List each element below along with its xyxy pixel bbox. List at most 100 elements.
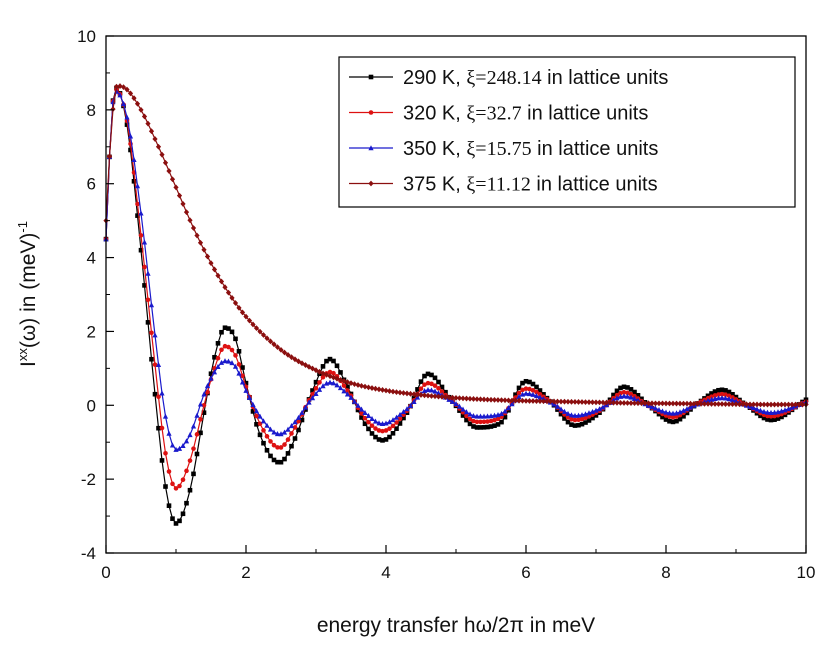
series-1-point-77 bbox=[373, 426, 378, 431]
series-0-point-124 bbox=[537, 388, 543, 393]
legend-label-prefix-0: 290 K, bbox=[403, 67, 466, 89]
series-0-point-187 bbox=[758, 413, 763, 419]
series-0-point-188 bbox=[761, 415, 767, 421]
series-1-point-61 bbox=[317, 380, 322, 385]
series-3-point-2 bbox=[110, 106, 116, 112]
series-1-point-177 bbox=[723, 392, 728, 397]
series-3-point-10 bbox=[138, 106, 144, 113]
series-2-point-29 bbox=[204, 382, 211, 389]
series-0-point-43 bbox=[254, 422, 259, 427]
series-2-point-165 bbox=[680, 407, 687, 413]
series-0-point-65 bbox=[331, 358, 336, 364]
series-0-point-138 bbox=[586, 418, 592, 423]
series-3-point-189 bbox=[764, 401, 771, 408]
series-1-point-45 bbox=[261, 428, 266, 433]
legend-label-prefix-3: 375 K, bbox=[403, 174, 466, 196]
series-3-point-44 bbox=[257, 328, 263, 335]
series-2-point-151 bbox=[631, 395, 638, 402]
series-3-point-38 bbox=[236, 304, 242, 311]
series-1-point-118 bbox=[516, 390, 522, 396]
series-0-point-165 bbox=[681, 414, 686, 419]
series-3-point-20 bbox=[173, 184, 179, 191]
series-1-point-10 bbox=[138, 233, 144, 238]
series-3-point-177 bbox=[722, 401, 729, 407]
series-3-point-82 bbox=[390, 388, 396, 395]
series-3-point-165 bbox=[680, 400, 687, 407]
series-2-point-77 bbox=[372, 418, 379, 424]
series-0-point-173 bbox=[709, 391, 714, 396]
series-2-point-105 bbox=[470, 412, 477, 419]
series-3-point-75 bbox=[365, 384, 372, 391]
series-0-point-18 bbox=[166, 503, 172, 508]
series-0-point-64 bbox=[327, 356, 333, 362]
series-1-point-17 bbox=[163, 450, 168, 456]
series-0-point-36 bbox=[229, 329, 235, 335]
series-2-point-85 bbox=[400, 408, 407, 415]
series-2-point-86 bbox=[404, 406, 410, 412]
series-1-point-26 bbox=[194, 432, 200, 437]
series-3-point-175 bbox=[715, 401, 722, 407]
y-tick-label-3: 2 bbox=[87, 322, 96, 341]
series-1-point-79 bbox=[380, 428, 385, 434]
series-3-point-156 bbox=[649, 400, 655, 407]
series-0-point-28 bbox=[201, 410, 207, 415]
series-2-point-40 bbox=[243, 387, 249, 393]
series-2-point-70 bbox=[348, 394, 354, 400]
series-2-point-115 bbox=[505, 405, 512, 411]
series-3-point-43 bbox=[253, 325, 260, 332]
series-3-point-108 bbox=[481, 396, 487, 403]
series-1-point-132 bbox=[565, 415, 571, 420]
series-3-point-92 bbox=[425, 392, 431, 399]
series-2-point-189 bbox=[764, 409, 771, 415]
series-3-point-25 bbox=[190, 225, 197, 231]
series-1-point-105 bbox=[471, 418, 476, 424]
series-3-point-34 bbox=[222, 284, 228, 291]
series-2-point-11 bbox=[141, 239, 148, 245]
legend-label-1: 320 K, ξ=32.7 in lattice units bbox=[403, 103, 648, 125]
series-0-point-51 bbox=[282, 456, 287, 462]
series-2-point-188 bbox=[761, 408, 767, 414]
series-1-point-136 bbox=[579, 416, 585, 422]
series-2-point-41 bbox=[246, 394, 253, 401]
series-0-point-177 bbox=[723, 388, 728, 393]
series-1-point-111 bbox=[492, 417, 497, 423]
series-0-point-22 bbox=[180, 511, 186, 517]
legend-marker-2 bbox=[368, 145, 374, 151]
series-1-point-90 bbox=[418, 386, 424, 391]
series-1-point-148 bbox=[621, 390, 627, 395]
series-0-point-111 bbox=[492, 423, 497, 428]
series-0-point-40 bbox=[243, 380, 249, 386]
series-3-point-105 bbox=[470, 396, 477, 402]
legend-label-xi-1: ξ=32.7 bbox=[466, 103, 521, 125]
series-1-point-62 bbox=[320, 374, 326, 380]
series-3-point-93 bbox=[428, 393, 435, 399]
series-3-point-172 bbox=[705, 400, 711, 407]
series-3-point-134 bbox=[572, 398, 578, 405]
series-2-point-149 bbox=[624, 393, 631, 399]
series-0-point-16 bbox=[159, 458, 165, 463]
series-1-point-92 bbox=[425, 380, 431, 386]
series-3-point-193 bbox=[778, 401, 785, 408]
series-2-point-158 bbox=[656, 406, 662, 413]
series-2-point-156 bbox=[649, 404, 655, 410]
series-0-point-103 bbox=[464, 417, 469, 423]
series-1-point-53 bbox=[289, 431, 294, 436]
series-3-point-158 bbox=[656, 400, 662, 407]
y-axis-title-sup1: xx bbox=[15, 348, 30, 362]
series-2-point-49 bbox=[274, 430, 281, 437]
series-0-point-85 bbox=[401, 415, 406, 421]
series-3-point-133 bbox=[568, 398, 575, 405]
series-0-point-39 bbox=[240, 365, 245, 370]
series-3-point-53 bbox=[288, 354, 295, 361]
series-3-point-114 bbox=[502, 397, 508, 404]
series-2-point-150 bbox=[628, 394, 634, 400]
series-1-point-48 bbox=[271, 442, 277, 448]
series-3-point-164 bbox=[677, 400, 683, 407]
series-1-point-13 bbox=[149, 330, 154, 336]
series-3-point-83 bbox=[393, 389, 400, 396]
series-1-point-68 bbox=[341, 383, 347, 388]
series-2-point-9 bbox=[134, 183, 141, 189]
series-2-point-166 bbox=[684, 406, 690, 412]
series-1-point-36 bbox=[229, 347, 235, 353]
series-2-point-118 bbox=[516, 393, 522, 400]
